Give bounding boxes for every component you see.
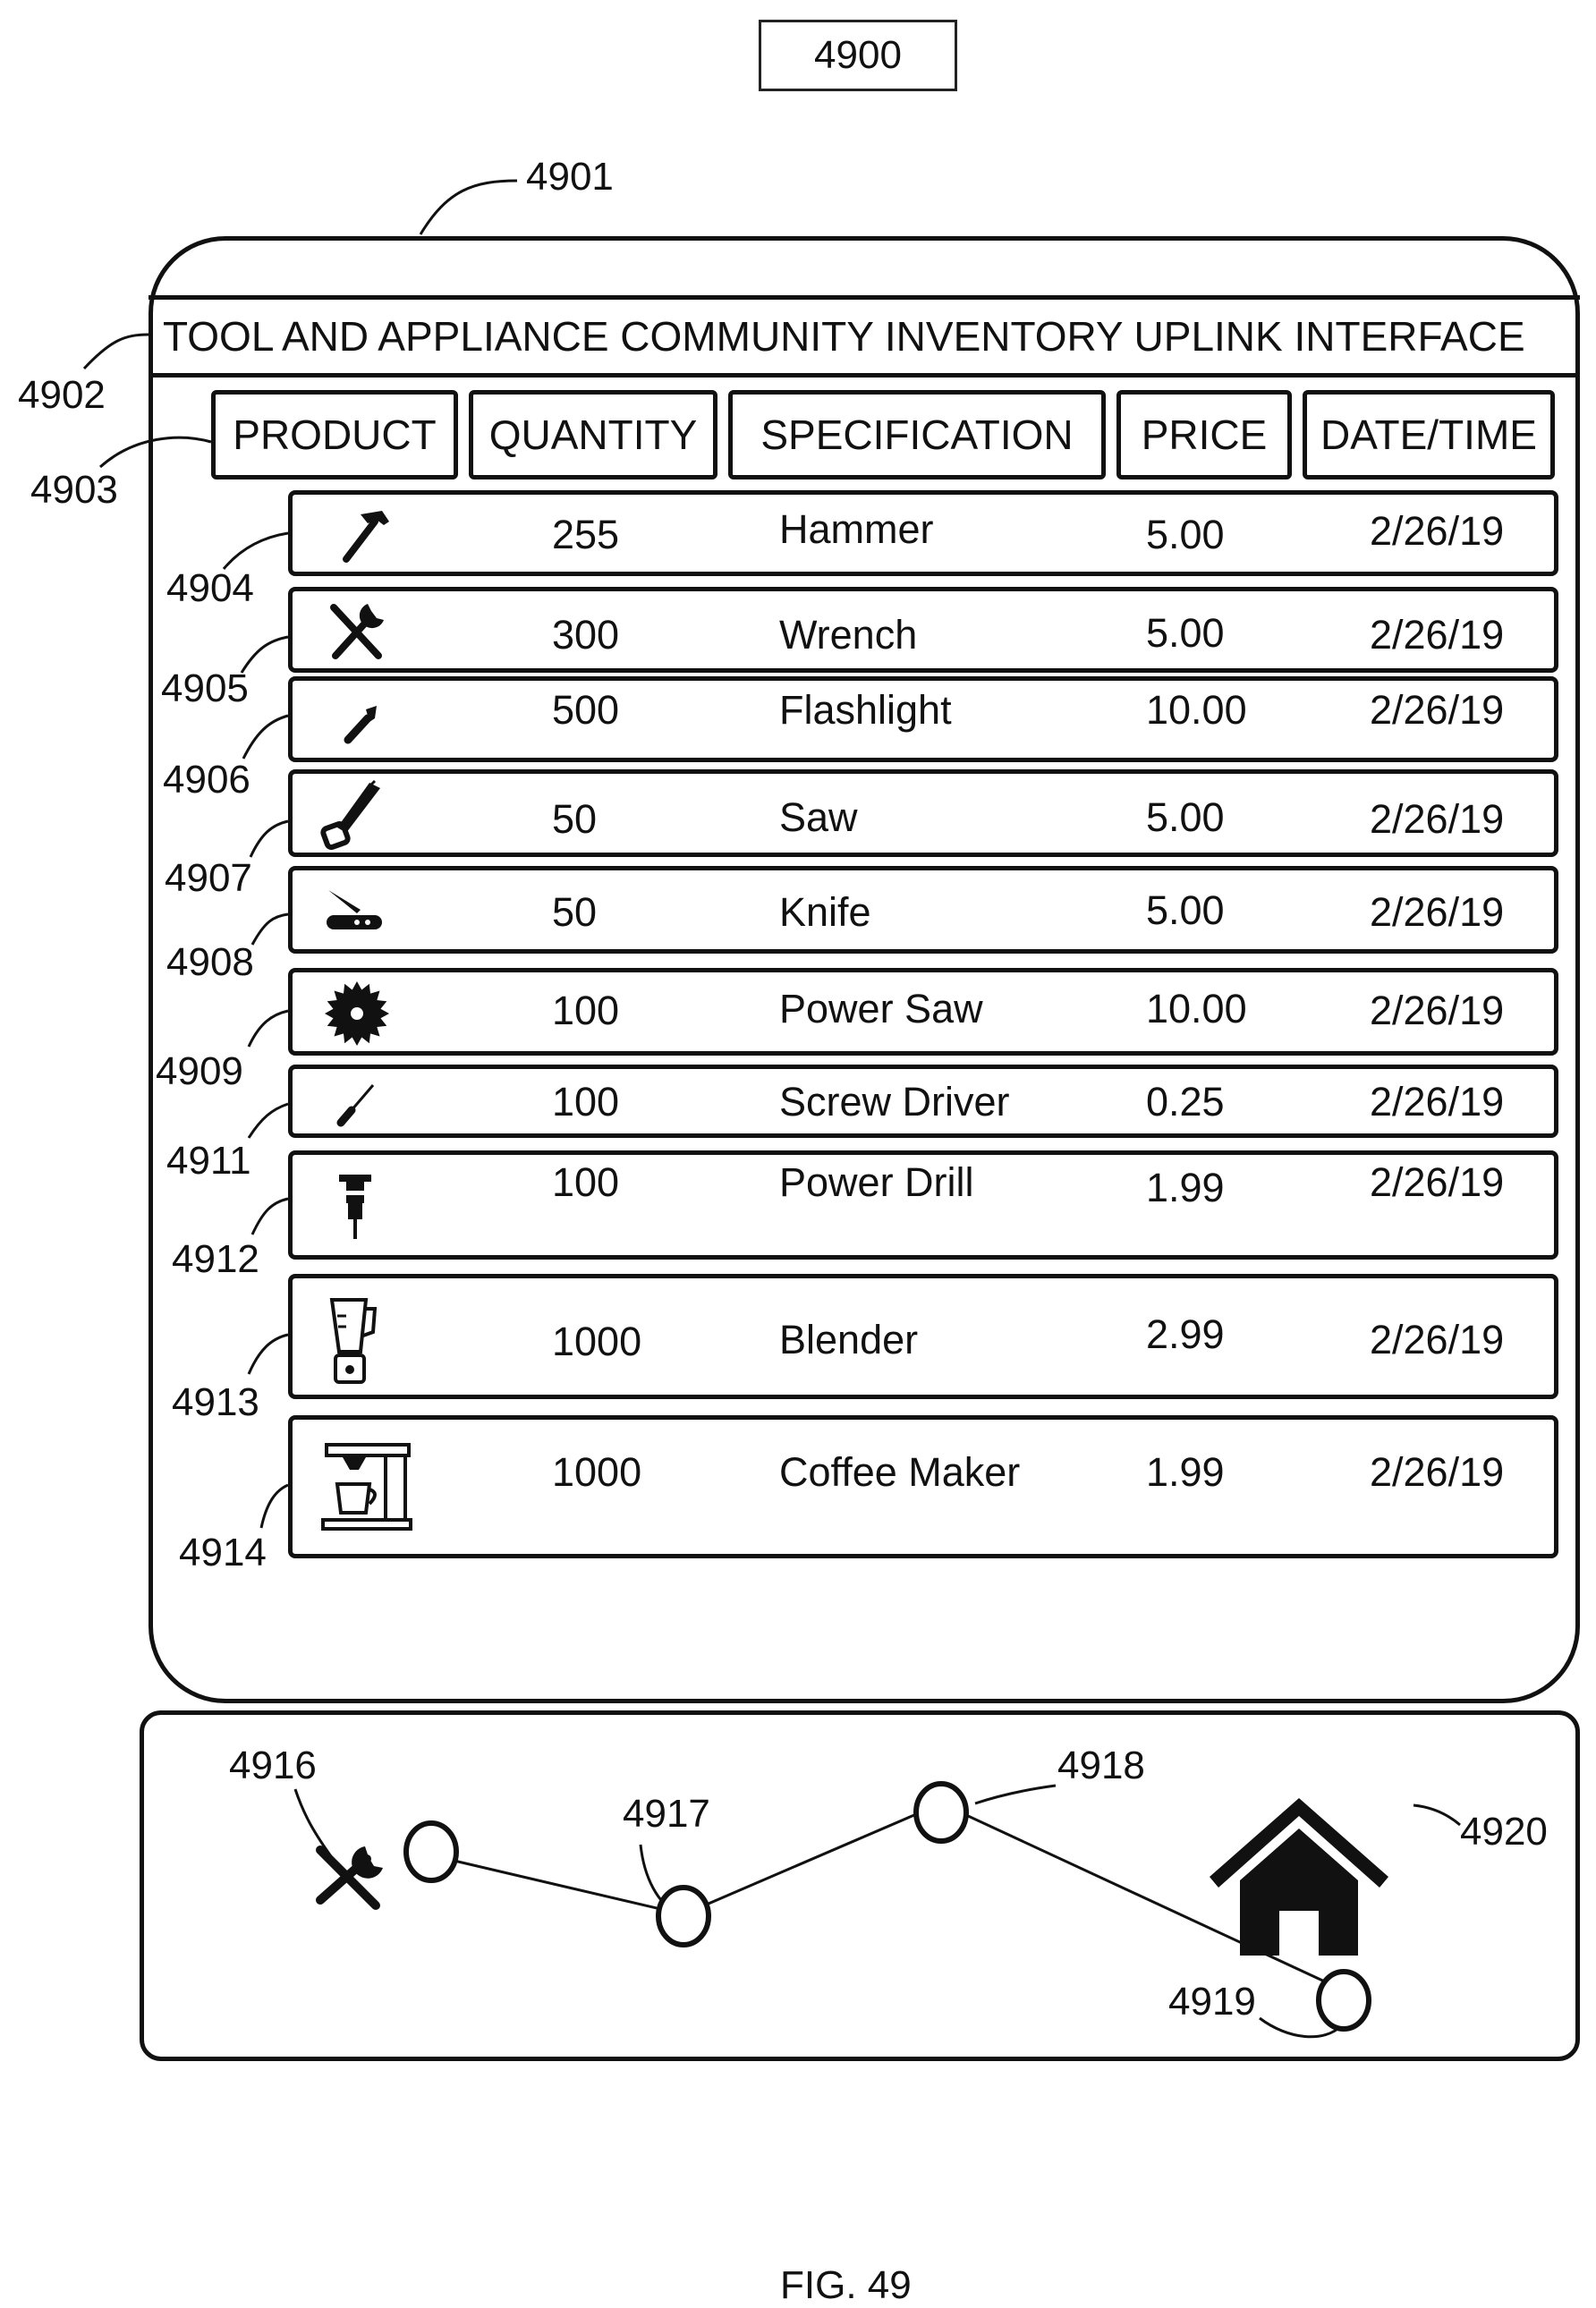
leader-line xyxy=(975,1786,1056,1803)
leader-line xyxy=(243,716,288,759)
leader-line xyxy=(420,181,517,234)
leader-line xyxy=(252,1199,288,1235)
leader-line xyxy=(249,1104,288,1138)
route-node-2[interactable] xyxy=(916,1784,966,1841)
leader-line xyxy=(252,914,288,945)
figure-caption: FIG. 49 xyxy=(780,2263,912,2308)
route-node-start[interactable] xyxy=(406,1823,456,1880)
home-icon[interactable] xyxy=(1210,1798,1388,1956)
leader-line xyxy=(249,1335,288,1374)
leader-line xyxy=(261,1485,288,1528)
wrench-icon xyxy=(320,1846,383,1905)
route-node-3[interactable] xyxy=(1319,1972,1369,2029)
route-path xyxy=(431,1803,1342,1990)
leader-line xyxy=(1413,1805,1460,1825)
leader-line xyxy=(242,637,288,673)
leader-line xyxy=(84,335,149,369)
leader-line xyxy=(249,1011,288,1047)
leader-line xyxy=(224,533,288,569)
leader-line xyxy=(295,1789,333,1859)
leader-line xyxy=(100,437,211,467)
route-node-1[interactable] xyxy=(658,1888,709,1945)
leader-line xyxy=(250,821,288,857)
